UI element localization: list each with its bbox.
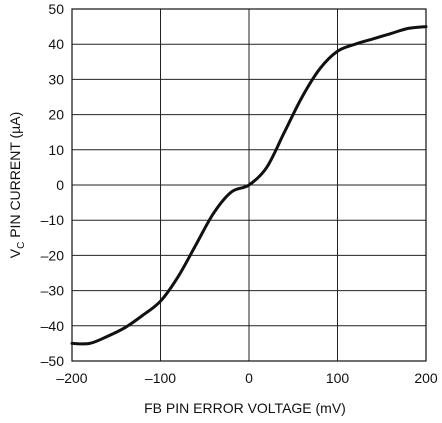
x-tick-label: –100 bbox=[145, 370, 176, 386]
y-tick-labels: –50 –40 –30 –20 –10 0 10 20 30 40 50 bbox=[41, 1, 65, 369]
y-tick-label: 20 bbox=[48, 107, 64, 123]
x-tick-labels: –200 –100 0 100 200 bbox=[56, 370, 437, 386]
x-tick-label: 200 bbox=[414, 370, 438, 386]
x-tick-label: 100 bbox=[326, 370, 350, 386]
y-tick-label: 10 bbox=[48, 142, 64, 158]
y-tick-label: 0 bbox=[56, 177, 64, 193]
x-axis-label: FB PIN ERROR VOLTAGE (mV) bbox=[144, 400, 346, 416]
y-tick-label: –10 bbox=[41, 212, 65, 228]
x-tick-label: 0 bbox=[245, 370, 253, 386]
y-tick-label: 50 bbox=[48, 1, 64, 17]
y-tick-label: –40 bbox=[41, 318, 65, 334]
y-axis-label: VC PIN CURRENT (µA) bbox=[7, 112, 27, 259]
y-tick-label: –30 bbox=[41, 283, 65, 299]
x-tick-label: –200 bbox=[56, 370, 87, 386]
y-axis-label-subscript: C bbox=[16, 242, 27, 249]
y-tick-label: 30 bbox=[48, 71, 64, 87]
y-axis-label-suffix: PIN CURRENT (µA) bbox=[7, 112, 23, 242]
y-tick-label: 40 bbox=[48, 36, 64, 52]
y-tick-label: –20 bbox=[41, 247, 65, 263]
y-tick-label: –50 bbox=[41, 353, 65, 369]
